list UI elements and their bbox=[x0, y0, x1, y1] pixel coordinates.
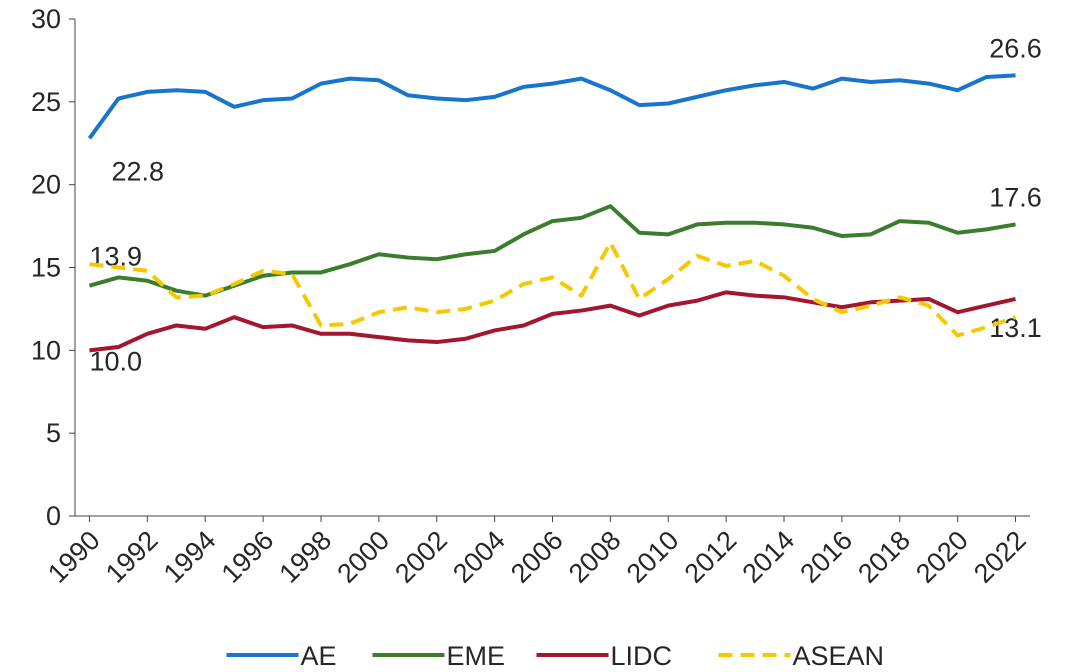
y-tick-label: 10 bbox=[31, 335, 61, 365]
y-tick-label: 0 bbox=[46, 501, 61, 531]
x-tick-label: 2002 bbox=[389, 525, 453, 589]
x-tick-label: 2014 bbox=[737, 525, 801, 589]
legend-label: AE bbox=[301, 641, 337, 671]
data-label: 22.8 bbox=[111, 156, 164, 186]
legend-label: ASEAN bbox=[793, 641, 885, 671]
y-tick-label: 5 bbox=[46, 418, 61, 448]
x-tick-label: 2018 bbox=[852, 525, 916, 589]
x-tick-label: 2006 bbox=[505, 525, 569, 589]
data-label: 17.6 bbox=[989, 182, 1042, 212]
x-tick-label: 1992 bbox=[100, 525, 164, 589]
y-tick-label: 25 bbox=[31, 87, 61, 117]
x-tick-label: 1990 bbox=[42, 525, 106, 589]
x-tick-label: 2004 bbox=[447, 525, 511, 589]
x-tick-label: 2016 bbox=[794, 525, 858, 589]
y-tick-label: 20 bbox=[31, 170, 61, 200]
x-tick-label: 1994 bbox=[158, 525, 222, 589]
series-line bbox=[89, 290, 1016, 353]
x-tick-label: 2020 bbox=[910, 525, 974, 589]
x-tick-label: 2012 bbox=[679, 525, 743, 589]
legend-label: EME bbox=[447, 641, 506, 671]
x-tick-label: 1998 bbox=[274, 525, 338, 589]
data-label: 10.0 bbox=[89, 346, 142, 376]
x-tick-label: 2022 bbox=[968, 525, 1032, 589]
series-line bbox=[89, 240, 1017, 338]
y-tick-label: 30 bbox=[31, 4, 61, 34]
x-tick-label: 2010 bbox=[621, 525, 685, 589]
series-line bbox=[87, 73, 1016, 140]
y-tick-label: 15 bbox=[31, 253, 61, 283]
x-tick-label: 2000 bbox=[331, 525, 395, 589]
x-tick-label: 1996 bbox=[216, 525, 280, 589]
data-label: 26.6 bbox=[989, 33, 1042, 63]
series-line bbox=[88, 204, 1016, 298]
legend-label: LIDC bbox=[611, 641, 673, 671]
x-tick-label: 2008 bbox=[563, 525, 627, 589]
